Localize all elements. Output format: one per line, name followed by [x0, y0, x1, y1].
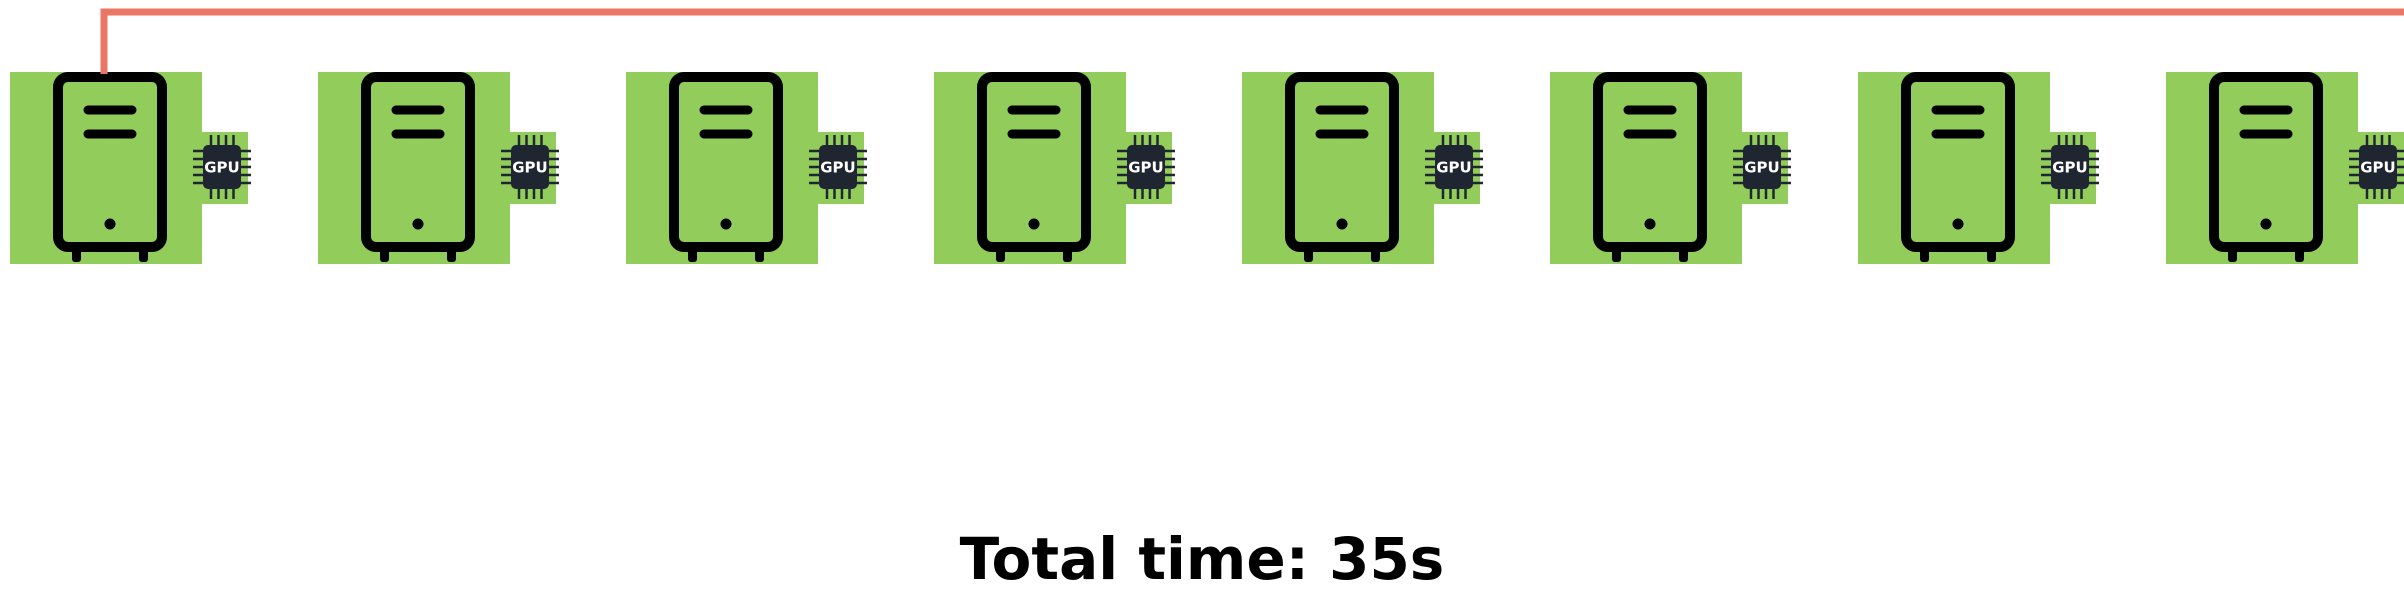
- gpu-label: GPU: [2052, 159, 2088, 177]
- server-tower-icon: [2209, 72, 2323, 262]
- node-background: [1242, 72, 1434, 264]
- server-tower-icon: [669, 72, 783, 262]
- gpu-chip-icon: GPU: [2349, 135, 2404, 199]
- gpu-chip-icon: GPU: [2041, 135, 2099, 199]
- gpu-chip-icon: GPU: [1733, 135, 1791, 199]
- server-node-1: GPU: [10, 72, 251, 264]
- server-node-2: GPU: [318, 72, 559, 264]
- gpu-label: GPU: [2360, 159, 2396, 177]
- gpu-chip-icon: GPU: [1425, 135, 1483, 199]
- node-background: [1858, 72, 2050, 264]
- server-node-7: GPU: [1858, 72, 2099, 264]
- arrow-line: [100, 8, 2404, 74]
- gpu-label: GPU: [1744, 159, 1780, 177]
- gpu-label: GPU: [512, 159, 548, 177]
- node-background: [318, 72, 510, 264]
- gpu-chip-icon: GPU: [809, 135, 867, 199]
- gpu-chip-icon: GPU: [1117, 135, 1175, 199]
- server-nodes: GPU GPU GPU GPU GPU GPU GPU GPU: [10, 72, 2404, 264]
- gpu-label: GPU: [820, 159, 856, 177]
- node-background: [2166, 72, 2358, 264]
- node-background: [10, 72, 202, 264]
- server-node-3: GPU: [626, 72, 867, 264]
- gpu-label: GPU: [1128, 159, 1164, 177]
- node-background: [1550, 72, 1742, 264]
- server-tower-icon: [1285, 72, 1399, 262]
- node-background: [934, 72, 1126, 264]
- server-node-4: GPU: [934, 72, 1175, 264]
- server-node-8: GPU: [2166, 72, 2404, 264]
- server-tower-icon: [977, 72, 1091, 262]
- server-tower-icon: [1593, 72, 1707, 262]
- gpu-chip-icon: GPU: [501, 135, 559, 199]
- server-node-5: GPU: [1242, 72, 1483, 264]
- transfer-arrow: [100, 8, 2404, 74]
- gpu-label: GPU: [1436, 159, 1472, 177]
- gpu-chip-icon: GPU: [193, 135, 251, 199]
- total-time-label: Total time: 35s: [959, 525, 1445, 593]
- node-background: [626, 72, 818, 264]
- server-tower-icon: [53, 72, 167, 262]
- server-node-6: GPU: [1550, 72, 1791, 264]
- gpu-label: GPU: [204, 159, 240, 177]
- server-tower-icon: [1901, 72, 2015, 262]
- server-tower-icon: [361, 72, 475, 262]
